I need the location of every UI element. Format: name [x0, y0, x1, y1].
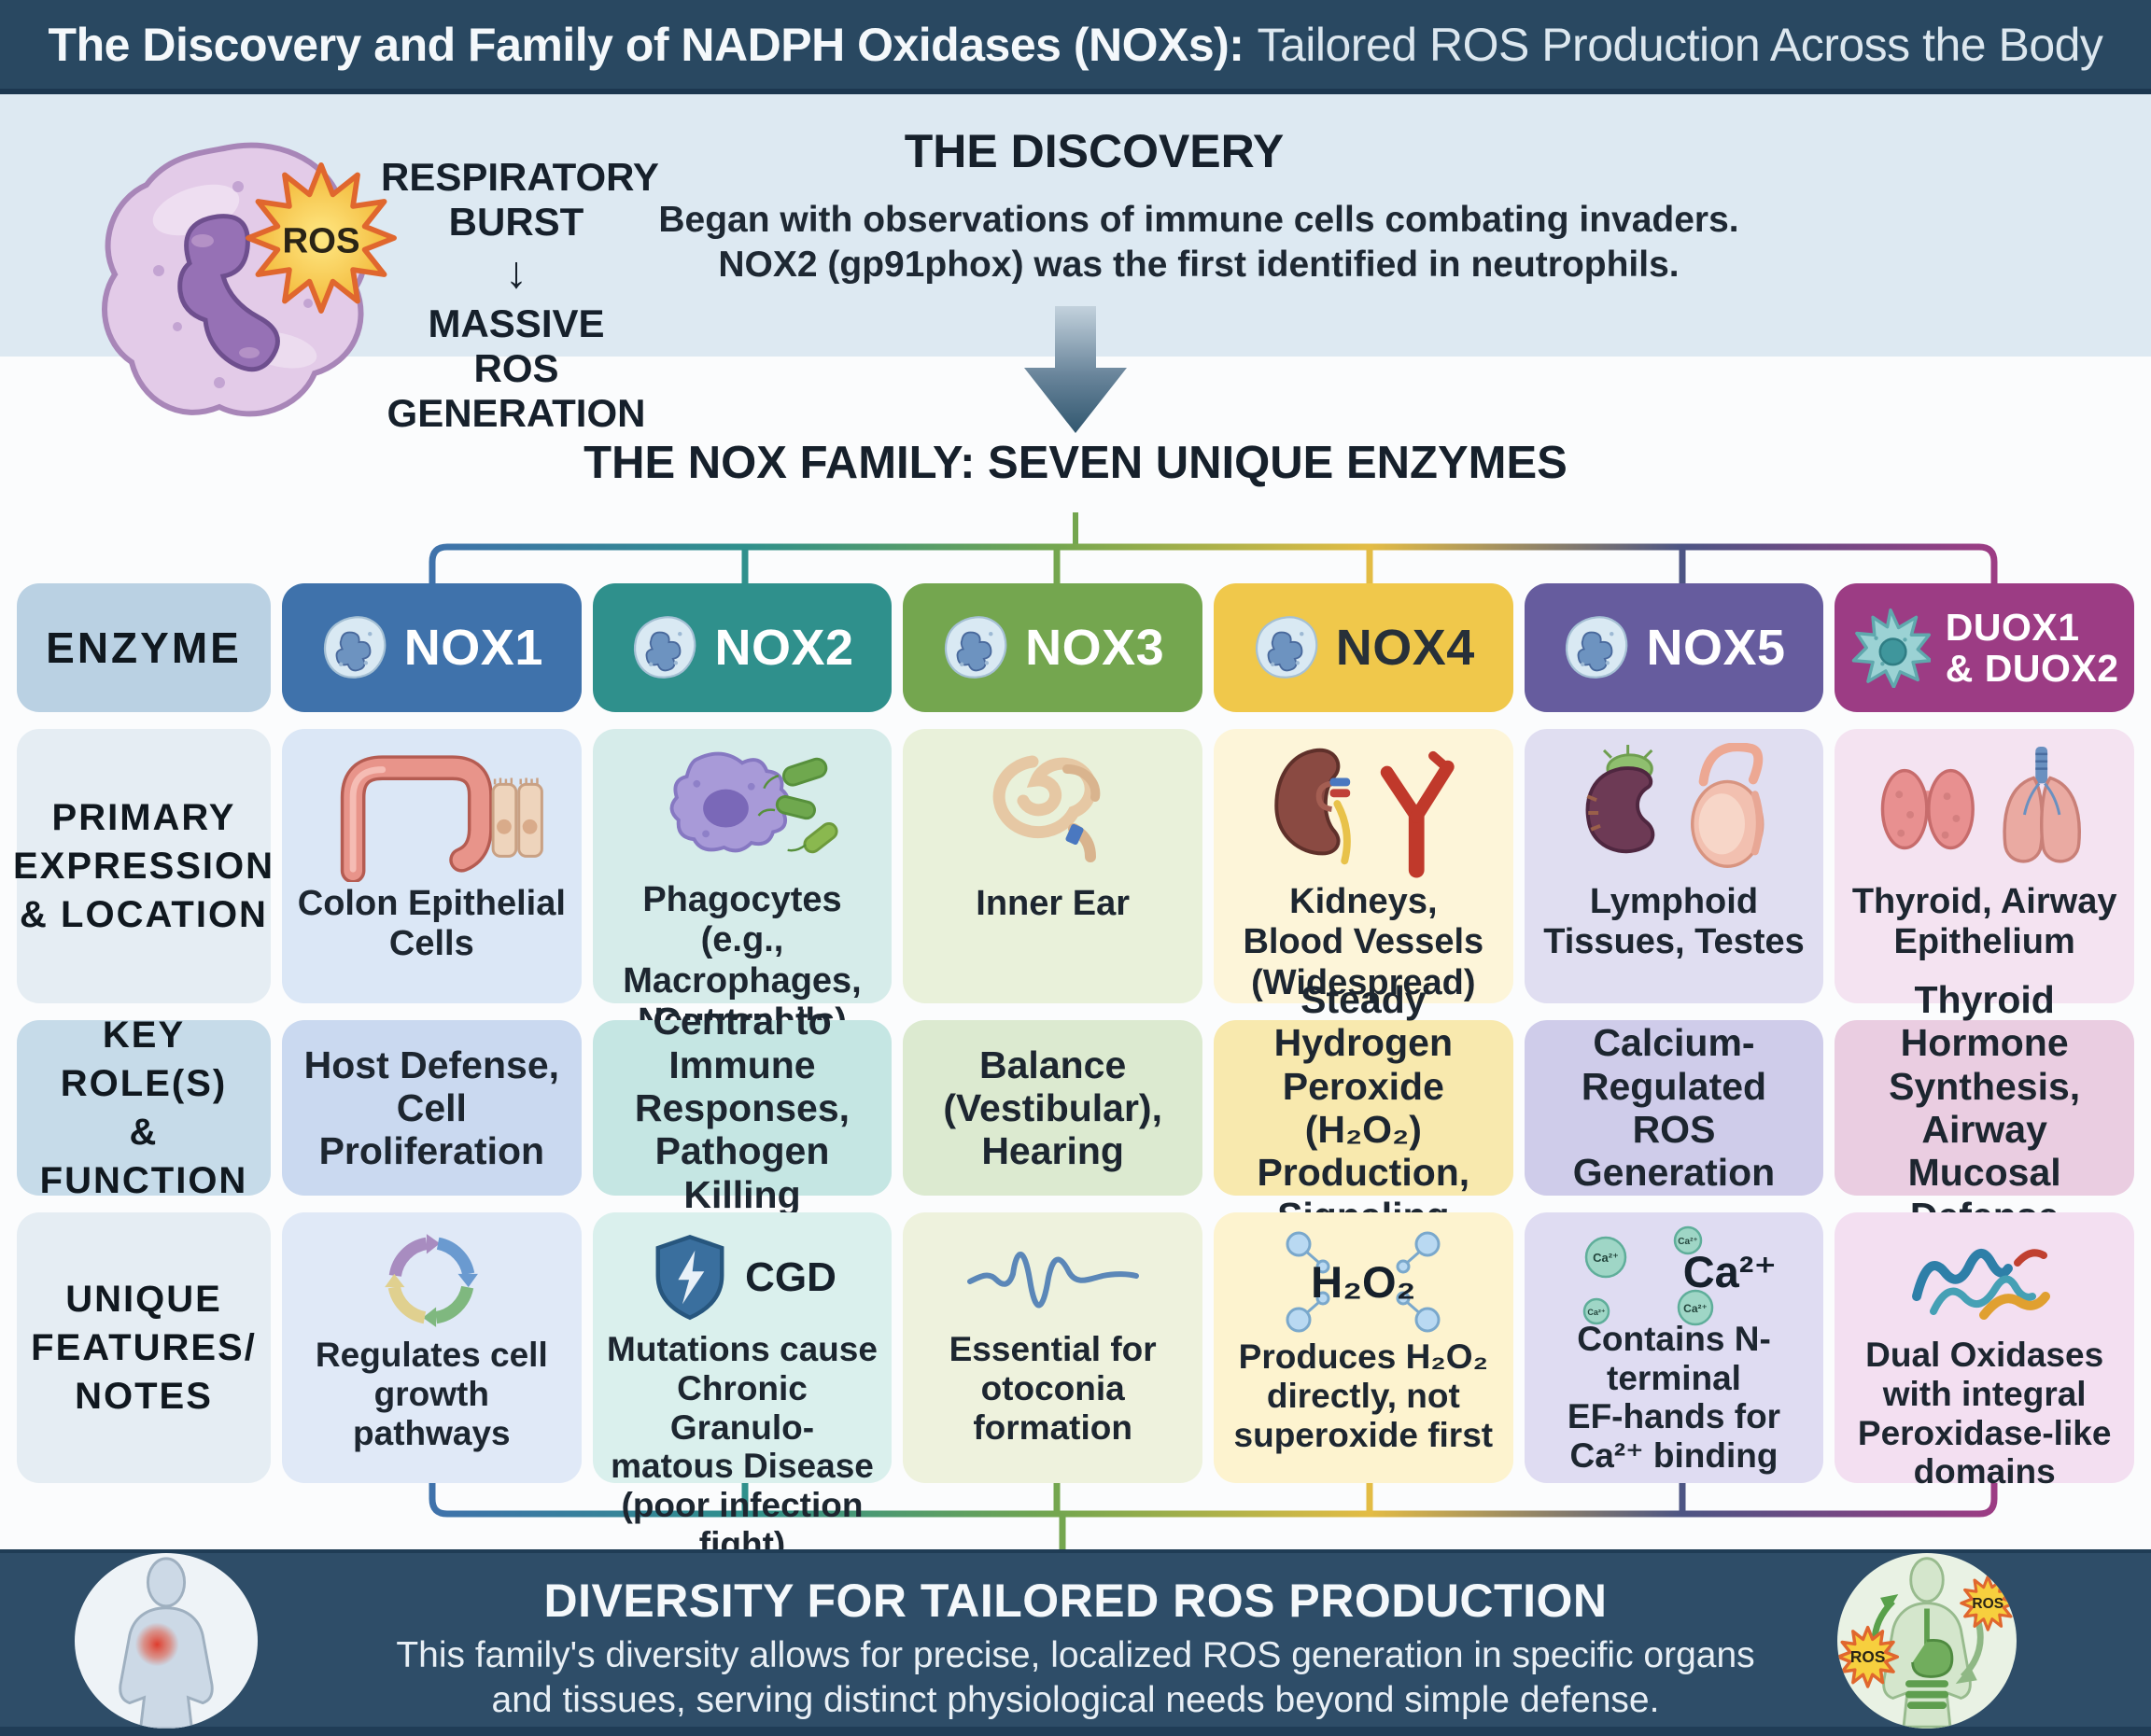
testis-icon: [1690, 743, 1764, 868]
inner-ear-icon: [992, 755, 1100, 862]
role-cell-duox: Thyroid Hormone Synthesis, Airway Mucosa…: [1835, 978, 2134, 1238]
h2o2-label: H₂O₂: [1311, 1256, 1416, 1307]
expression-cell-nox1: Colon Epithelial Cells: [282, 729, 582, 1003]
neutrophil-cell-icon: [1255, 616, 1318, 679]
ros-burst-icon: ROS: [246, 162, 397, 314]
body-ros-cycle-icon: ROS ROS: [1837, 1553, 2017, 1729]
notes-cell-nox5: Ca²⁺ Ca²⁺ Ca²⁺ Ca²⁺ Ca²⁺ Contains N-term…: [1524, 1212, 1824, 1483]
enzyme-corner-cell: ENZYME: [17, 583, 271, 712]
spleen-testis-icon: [1585, 743, 1764, 868]
discovery-body-line2: NOX2 (gp91phox) was the first identified…: [718, 244, 1680, 285]
page-title-rest: Tailored ROS Production Across the Body: [1257, 18, 2103, 71]
neutrophil-cell-icon: [323, 616, 387, 679]
notes-cell-nox1: Regulates cell growth pathways: [282, 1212, 582, 1483]
notes-cell-nox3: Essential for otoconia formation: [903, 1212, 1202, 1483]
calcium-ions-icon: Ca²⁺ Ca²⁺ Ca²⁺ Ca²⁺ Ca²⁺: [1557, 1225, 1791, 1326]
column-header-nox4: NOX4: [1213, 583, 1513, 712]
cycle-arrows-icon: [385, 1234, 479, 1327]
column-label: NOX3: [1025, 620, 1165, 676]
role-cell-nox3: Balance (Vestibular), Hearing: [903, 1020, 1202, 1196]
colon-icon: [341, 755, 544, 882]
column-label: NOX1: [403, 620, 543, 676]
notes-cell-nox2: CGD Mutations cause Chronic Granulo- mat…: [592, 1212, 893, 1563]
role-cell-nox1: Host Defense, Cell Proliferation: [282, 1020, 582, 1196]
bacteria-icon: [757, 757, 838, 854]
shield-lightning-icon: [655, 1234, 724, 1321]
expression-cell-duox: Thyroid, Airway Epithelium: [1835, 729, 2134, 1003]
role-cell-nox4: Steady Hydrogen Peroxide (H₂O₂) Producti…: [1213, 978, 1513, 1238]
respiratory-burst-label: RESPIRATORY BURST: [381, 155, 659, 245]
row-label-role: KEY ROLE(S) & FUNCTION: [17, 1015, 271, 1201]
footer-bar: [0, 1549, 2151, 1736]
down-arrow-glyph: ↓: [505, 247, 527, 298]
neutrophil-illustration: ROS: [102, 142, 397, 417]
footer-body: This family's diversity allows for preci…: [0, 1633, 2151, 1722]
svg-text:ROS: ROS: [1972, 1596, 2003, 1612]
neutrophil-cell-icon: [1566, 616, 1628, 679]
row-label-expression: PRIMARY EXPRESSION & LOCATION: [13, 729, 273, 1003]
neutrophil-cell-icon: [634, 616, 696, 679]
cgd-badge: CGD: [745, 1254, 836, 1300]
duox-cell-icon: [1851, 608, 1931, 688]
column-label: DUOX1 & DUOX2: [1945, 605, 2119, 690]
expression-cell-nox5: Lymphoid Tissues, Testes: [1524, 729, 1824, 1003]
enzyme-table: ENZYME NOX1 NOX2 NOX3 NOX4: [13, 583, 2134, 1563]
page-title-strong: The Discovery and Family of NADPH Oxidas…: [48, 18, 1244, 71]
thyroid-lungs-icon: [1880, 746, 2081, 863]
expression-cell-nox4: Kidneys, Blood Vessels (Widespread): [1213, 729, 1513, 1003]
column-label: NOX4: [1335, 620, 1475, 676]
thyroid-icon: [1880, 768, 1975, 850]
column-header-nox2: NOX2: [592, 583, 893, 712]
notes-cell-duox: Dual Oxidases with integral Peroxidase-l…: [1835, 1212, 2134, 1491]
epithelial-cells-icon: [491, 777, 544, 858]
column-label: NOX5: [1646, 620, 1786, 676]
enzyme-corner-label: ENZYME: [46, 623, 242, 672]
neutrophil-cell-icon: [945, 616, 1007, 679]
role-cell-nox5: Calcium-Regulated ROS Generation: [1524, 1020, 1824, 1196]
svg-text:Ca²⁺: Ca²⁺: [1587, 1308, 1606, 1317]
discovery-body: Began with observations of immune cells …: [615, 198, 1782, 287]
column-header-duox: DUOX1 & DUOX2: [1835, 583, 2134, 712]
svg-text:Ca²⁺: Ca²⁺: [1678, 1237, 1697, 1247]
footer-body-line2: and tissues, serving distinct physiologi…: [491, 1679, 1660, 1720]
column-header-nox5: NOX5: [1524, 583, 1824, 712]
svg-text:Ca²⁺: Ca²⁺: [1593, 1251, 1619, 1265]
discovery-body-line1: Began with observations of immune cells …: [658, 200, 1739, 240]
footer-body-line1: This family's diversity allows for preci…: [396, 1635, 1755, 1675]
wave-icon: [966, 1252, 1139, 1309]
svg-text:Ca²⁺: Ca²⁺: [1683, 1302, 1708, 1315]
footer-heading: DIVERSITY FOR TAILORED ROS PRODUCTION: [543, 1575, 1608, 1627]
respiratory-burst-caption: RESPIRATORY BURST ↓ MASSIVE ROS GENERATI…: [381, 155, 659, 436]
column-header-nox3: NOX3: [903, 583, 1202, 712]
discovery-heading: THE DISCOVERY: [904, 125, 1285, 177]
title-bar: The Discovery and Family of NADPH Oxidas…: [0, 0, 2151, 94]
blood-vessel-icon: [1381, 750, 1455, 878]
h2o2-molecule-icon: H₂O₂: [1246, 1225, 1480, 1337]
column-label: NOX2: [714, 620, 854, 676]
lungs-icon: [2003, 746, 2081, 863]
ros-burst-label: ROS: [282, 221, 359, 261]
discovery-down-arrow-icon: [1024, 306, 1127, 433]
notes-cell-nox4: H₂O₂ Produces H₂O₂ directly, not superox…: [1213, 1212, 1513, 1483]
expression-cell-nox3: Inner Ear: [903, 729, 1202, 1003]
svg-text:ROS: ROS: [1850, 1647, 1885, 1666]
massive-ros-label: MASSIVE ROS GENERATION: [387, 301, 646, 436]
expression-cell-nox2: Phagocytes (e.g., Macrophages, Neutrophi…: [592, 729, 893, 1041]
role-cell-nox2: Central to Immune Responses, Pathogen Ki…: [592, 1000, 893, 1216]
row-label-notes: UNIQUE FEATURES/ NOTES: [17, 1212, 271, 1483]
column-header-nox1: NOX1: [282, 583, 582, 712]
family-heading: THE NOX FAMILY: SEVEN UNIQUE ENZYMES: [583, 438, 1568, 488]
calcium-label: Ca²⁺: [1682, 1247, 1778, 1297]
kidney-vessel-icon: [1274, 748, 1455, 878]
body-highlight-icon: [75, 1553, 258, 1729]
protein-structure-icon: [1911, 1249, 2050, 1320]
phagocyte-bacteria-icon: [669, 751, 838, 854]
